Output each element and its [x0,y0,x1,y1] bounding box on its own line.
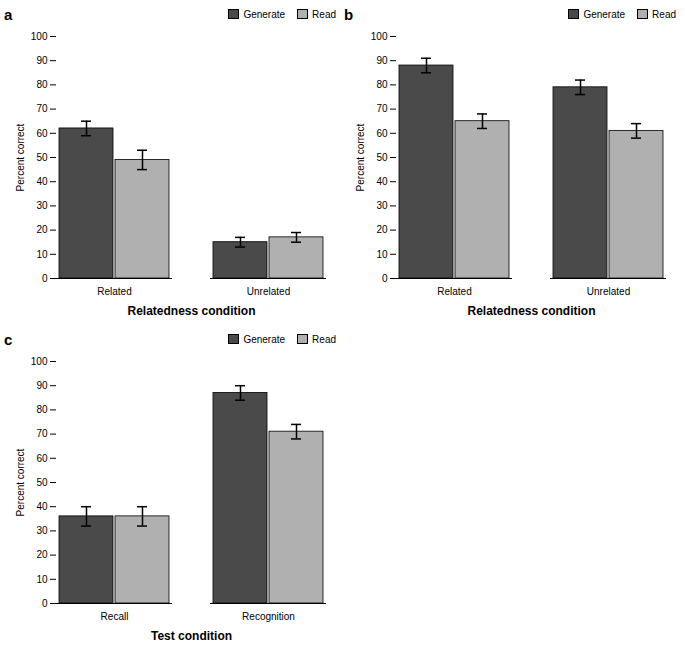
svg-text:Relatedness condition: Relatedness condition [127,304,255,318]
svg-text:20: 20 [376,224,388,235]
html-text:Read: Read [652,8,676,20]
html-text:a: a [4,5,13,23]
svg-text:80: 80 [36,79,48,90]
svg-text:60: 60 [36,453,48,464]
svg-text:40: 40 [376,176,388,187]
html-text:Generate: Generate [243,333,286,345]
svg-text:70: 70 [36,103,48,114]
svg-text:50: 50 [36,477,48,488]
svg-text:40: 40 [36,176,48,187]
html-text:Generate: Generate [243,8,286,20]
svg-text:Test condition: Test condition [151,629,232,643]
svg-text:Percent correct: Percent correct [15,123,26,191]
svg-text:0: 0 [42,273,48,284]
svg-text:30: 30 [36,200,48,211]
svg-text:Unrelated: Unrelated [247,286,290,297]
svg-text:Related: Related [97,286,131,297]
svg-text:10: 10 [376,249,388,260]
svg-text:0: 0 [382,273,388,284]
html-text:c: c [4,330,13,348]
svg-text:10: 10 [36,249,48,260]
svg-text:20: 20 [36,549,48,560]
svg-text:Unrelated: Unrelated [587,286,630,297]
svg-text:100: 100 [371,31,388,42]
svg-text:Related: Related [437,286,471,297]
svg-text:90: 90 [36,55,48,66]
svg-text:100: 100 [31,31,48,42]
svg-text:70: 70 [36,428,48,439]
svg-text:Percent correct: Percent correct [15,448,26,516]
svg-text:Percent correct: Percent correct [355,123,366,191]
html-text:Read: Read [312,8,336,20]
svg-text:Relatedness condition: Relatedness condition [467,304,595,318]
svg-text:20: 20 [36,224,48,235]
html-text:Generate: Generate [583,8,626,20]
html-text:Read: Read [312,333,336,345]
svg-text:50: 50 [376,152,388,163]
svg-text:Recognition: Recognition [242,611,295,622]
svg-text:60: 60 [36,128,48,139]
svg-text:60: 60 [376,128,388,139]
svg-text:30: 30 [376,200,388,211]
svg-text:0: 0 [42,598,48,609]
svg-text:90: 90 [376,55,388,66]
svg-text:10: 10 [36,574,48,585]
svg-text:80: 80 [376,79,388,90]
svg-text:50: 50 [36,152,48,163]
svg-text:90: 90 [36,380,48,391]
svg-text:Recall: Recall [101,611,129,622]
svg-text:100: 100 [31,356,48,367]
html-text:b: b [344,5,354,23]
svg-text:70: 70 [376,103,388,114]
svg-text:30: 30 [36,525,48,536]
svg-text:80: 80 [36,404,48,415]
svg-text:40: 40 [36,501,48,512]
